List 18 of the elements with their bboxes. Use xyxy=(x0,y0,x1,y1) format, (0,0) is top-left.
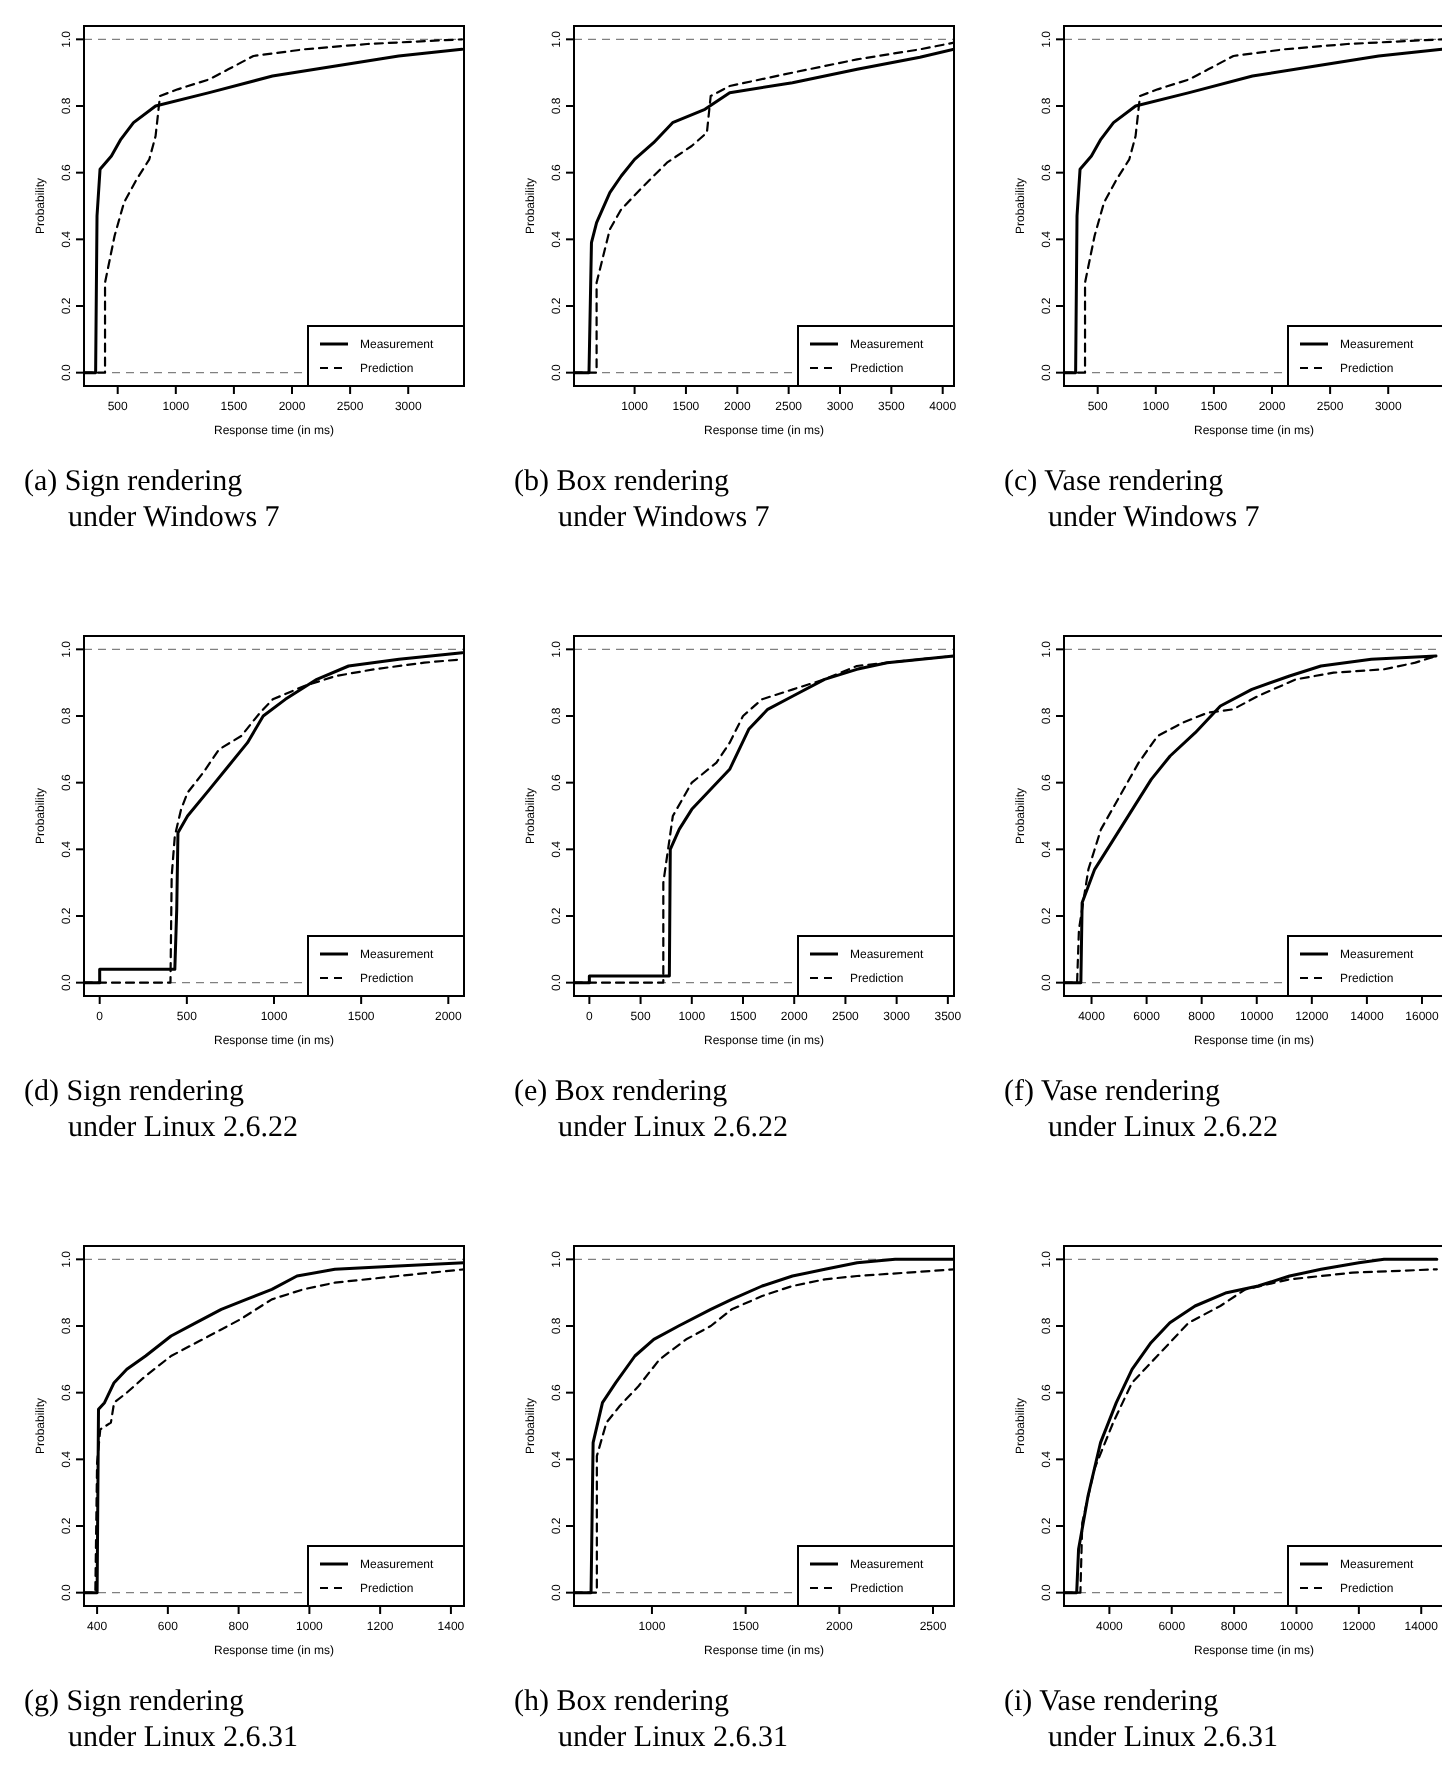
text: under Windows 7 xyxy=(68,502,281,534)
text: under Linux 2.6.31 xyxy=(68,1722,298,1754)
text: (f) Vase rendering xyxy=(1004,1076,1222,1108)
text: (h) Box rendering xyxy=(514,1686,730,1718)
text: under Linux 2.6.22 xyxy=(68,1112,298,1144)
text: under Windows 7 xyxy=(1048,502,1261,534)
text: (d) Sign rendering xyxy=(24,1076,245,1108)
text: (b) Box rendering xyxy=(514,466,730,498)
text: (g) Sign rendering xyxy=(24,1686,245,1718)
text: (c) Vase rendering xyxy=(1004,466,1225,498)
text: (a) Sign rendering xyxy=(24,466,244,498)
text: under Linux 2.6.31 xyxy=(558,1722,788,1754)
text: under Linux 2.6.31 xyxy=(1048,1722,1278,1754)
text: under Windows 7 xyxy=(558,502,771,534)
text: (i) Vase rendering xyxy=(1004,1686,1220,1718)
text: under Linux 2.6.22 xyxy=(1048,1112,1278,1144)
text: under Linux 2.6.22 xyxy=(558,1112,788,1144)
text: (e) Box rendering xyxy=(514,1076,729,1108)
